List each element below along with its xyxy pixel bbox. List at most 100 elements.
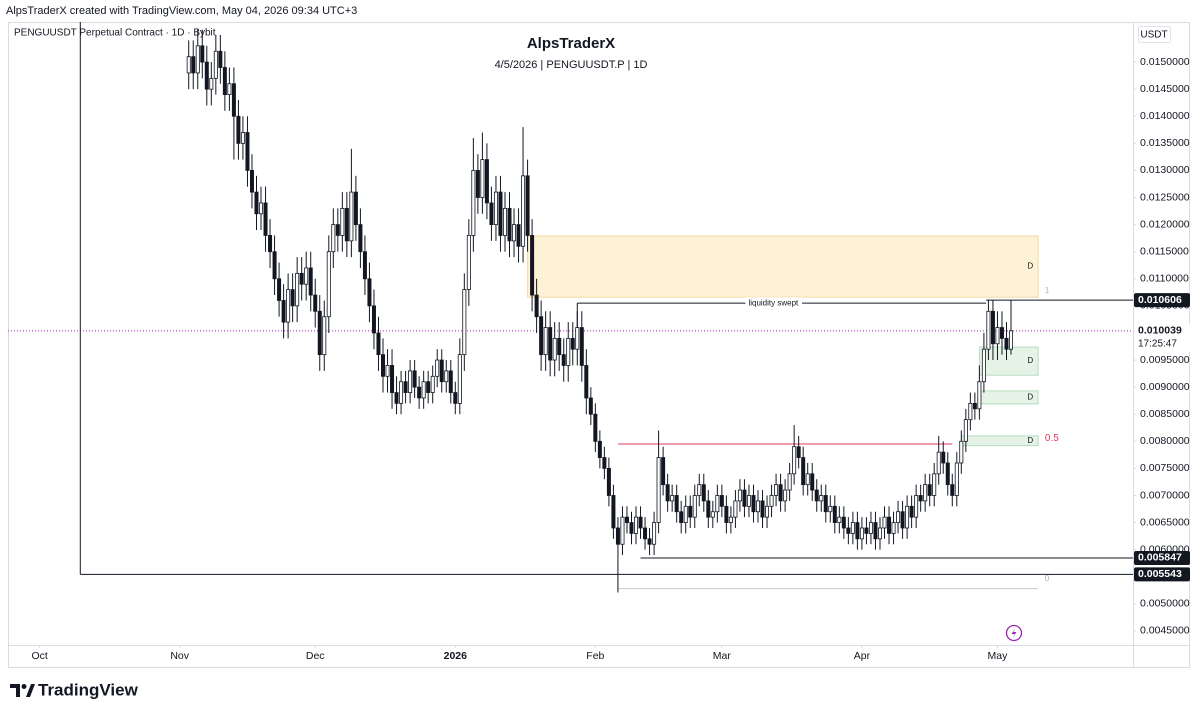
candle-body: [652, 522, 657, 545]
candle-body: [399, 381, 404, 404]
currency[interactable]: USDT: [1140, 30, 1167, 41]
candle-body: [819, 495, 824, 502]
candle-body: [701, 484, 706, 502]
candle-body: [665, 484, 670, 502]
candle-body: [557, 337, 562, 356]
candle-body: [977, 381, 982, 410]
price-label-box: [1134, 293, 1190, 308]
candle-body: [810, 473, 815, 491]
candle-body: [846, 527, 851, 534]
candle-body: [679, 511, 684, 523]
logo-part: [21, 684, 27, 689]
candle-body: [249, 170, 254, 193]
candle-body: [191, 56, 196, 74]
price-label: 0.010039: [1138, 325, 1182, 337]
chart-subtitle: 4/5/2026 | PENGUUSDT.P | 1D: [495, 59, 648, 71]
candle-body: [313, 294, 318, 312]
candle-body: [792, 446, 797, 475]
zone-label: D: [1027, 436, 1033, 445]
candle-body: [534, 294, 539, 318]
candle-body: [299, 272, 304, 285]
candle-body: [918, 495, 923, 502]
candle-body: [304, 267, 309, 285]
annotation-label: 0: [1045, 574, 1050, 583]
candle-body: [615, 527, 620, 545]
candle-body: [539, 316, 544, 356]
candle-body: [209, 77, 214, 90]
candle-body: [990, 310, 995, 345]
candle-body: [394, 392, 399, 404]
candle-body: [218, 50, 223, 68]
candle-body: [859, 527, 864, 540]
x-tick-label: Apr: [854, 650, 871, 662]
candle-body: [778, 484, 783, 502]
candle-body: [484, 159, 489, 204]
candle-body: [905, 505, 910, 529]
candle-body: [281, 300, 286, 323]
candle-body: [999, 327, 1004, 339]
candle-body: [805, 473, 810, 486]
candle-body: [697, 484, 702, 496]
candle-body: [462, 289, 467, 356]
alert-icon[interactable]: [1005, 624, 1023, 642]
candle-body: [683, 505, 688, 523]
x-tick-label: Feb: [586, 650, 604, 662]
candle-body: [593, 413, 598, 442]
annotation-label: liquidity swept: [748, 298, 799, 307]
candle-body: [887, 516, 892, 534]
candle-body: [561, 354, 566, 366]
annotation-label: 1: [1045, 286, 1050, 295]
candle-body: [751, 495, 756, 513]
candle-body: [891, 522, 896, 534]
candle-body: [367, 278, 372, 307]
candle-body: [543, 327, 548, 356]
candle-body: [254, 191, 259, 215]
brand-logo: [10, 684, 35, 697]
candle-body: [439, 359, 444, 383]
y-tick-label: 0.0090000: [1140, 381, 1190, 393]
candle-body: [195, 45, 200, 74]
candle-body: [444, 370, 449, 383]
candle-body: [896, 511, 901, 523]
candle-body: [909, 505, 914, 518]
x-tick-label: 2026: [444, 650, 468, 662]
candle-body: [457, 354, 462, 404]
candle-body: [268, 235, 273, 253]
y-tick-label: 0.0110000: [1140, 273, 1189, 285]
candle-body: [832, 505, 837, 523]
candle-body: [954, 462, 959, 496]
candle-body: [850, 522, 855, 534]
price-label: 0.005847: [1138, 552, 1182, 564]
y-tick-label: 0.0045000: [1140, 625, 1190, 637]
currency-box[interactable]: [1138, 26, 1171, 43]
candle-body: [864, 527, 869, 534]
candle-body: [972, 402, 977, 410]
candle-body: [783, 489, 788, 502]
price-label-box: [1134, 567, 1190, 582]
candle-body: [408, 370, 413, 393]
candle-body: [222, 67, 227, 95]
logo-part: [26, 684, 35, 697]
candle-body: [204, 61, 209, 90]
price-label: 0.010606: [1138, 294, 1182, 306]
candle-body: [710, 511, 715, 518]
candle-body: [448, 370, 453, 393]
y-tick-label: 0.0140000: [1140, 110, 1190, 122]
candle-body: [765, 505, 770, 518]
candle-body: [421, 381, 426, 399]
alert-bolt[interactable]: [1011, 628, 1017, 638]
candle-body: [530, 235, 535, 296]
x-tick-label: Nov: [170, 650, 189, 662]
y-tick-label: 0.0070000: [1140, 489, 1190, 501]
y-tick-label: 0.0125000: [1140, 191, 1190, 203]
annotation-label: 0.5: [1045, 433, 1059, 444]
zone-label: D: [1027, 356, 1033, 365]
y-tick-label: 0.0075000: [1140, 462, 1190, 474]
candle-body: [521, 175, 526, 247]
y-tick-label: 0.0130000: [1140, 164, 1190, 176]
y-tick-label: 0.0080000: [1140, 435, 1190, 447]
candle-body: [950, 484, 955, 496]
candle-body: [376, 332, 381, 356]
candle-body: [390, 365, 395, 393]
